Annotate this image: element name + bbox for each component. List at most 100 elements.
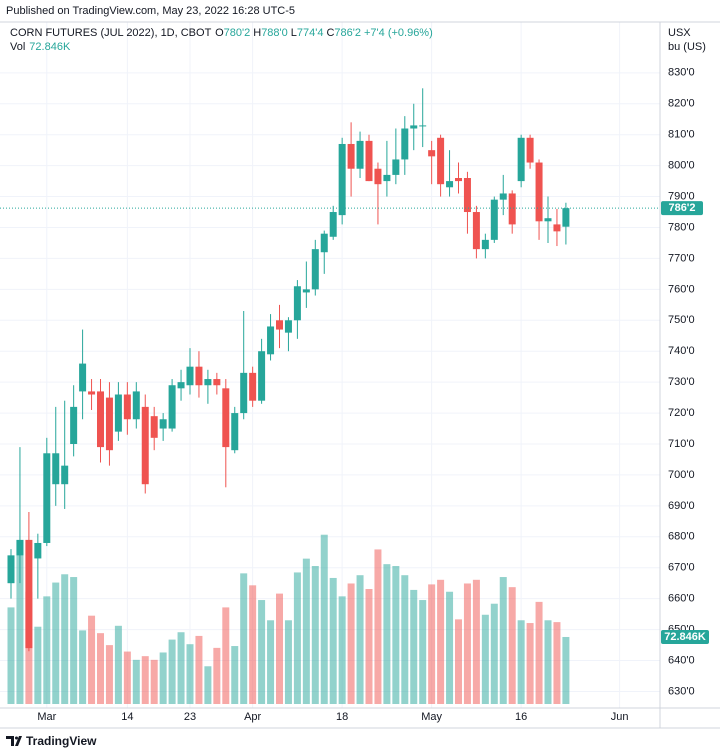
volume-bar: [267, 620, 275, 704]
logo-icon: [6, 736, 22, 746]
y-tick-label: 780'0: [668, 221, 695, 233]
candle-body: [383, 174, 391, 182]
volume-bar: [508, 587, 516, 704]
footer-brand: TradingView: [26, 734, 97, 748]
volume-bar: [231, 646, 239, 704]
last-volume-badge: [661, 629, 709, 644]
y-tick-label: 700'0: [668, 469, 695, 481]
volume-bar: [562, 636, 570, 704]
symbol-name: CORN FUTURES (JUL 2022), 1D, CBOT: [10, 27, 212, 39]
candle-body: [517, 137, 525, 182]
volume-bar: [123, 651, 131, 704]
volume-bar: [43, 596, 51, 704]
volume-bar: [499, 577, 507, 704]
candle-body: [168, 385, 176, 429]
x-tick-label: 18: [336, 711, 348, 723]
volume-bar: [141, 656, 149, 704]
candle-body: [132, 391, 140, 420]
candle-body: [43, 453, 51, 543]
candle-body: [544, 218, 552, 222]
published-note: Published on TradingView.com, May 23, 20…: [6, 5, 295, 17]
legend-line: CORN FUTURES (JUL 2022), 1D, CBOT O780'2 H…: [10, 27, 433, 39]
candle-body: [365, 140, 373, 182]
y-unit-label: USX: [668, 27, 691, 39]
volume-bar: [61, 574, 69, 704]
overlay: 630'0640'0650'0660'0670'0680'0690'0700'0…: [0, 27, 709, 723]
y-tick-label: 800'0: [668, 160, 695, 172]
quote-prefix: O: [215, 27, 224, 39]
volume-bar: [311, 566, 319, 704]
last-price-label: 786'2: [668, 202, 695, 214]
candle-body: [392, 159, 400, 175]
volume-bar: [535, 601, 543, 704]
candle-body: [481, 239, 489, 250]
candle-body: [141, 406, 149, 485]
volume-bar: [293, 572, 301, 704]
volume-bar: [150, 659, 158, 704]
volume-pane: [7, 534, 570, 704]
candle-body: [7, 555, 15, 584]
volume-bar: [34, 626, 42, 704]
candle-body: [123, 394, 131, 420]
quote-prefix: C: [326, 27, 334, 39]
volume-bar: [195, 635, 203, 704]
candle-body: [186, 366, 194, 386]
volume-bar: [114, 625, 122, 704]
candle-body: [88, 391, 96, 395]
volume-bar: [79, 630, 87, 704]
y-tick-label: 820'0: [668, 98, 695, 110]
volume-bar: [97, 633, 104, 704]
candle-body: [347, 143, 355, 169]
candle-body: [455, 178, 462, 182]
candle-body: [231, 413, 239, 451]
y-tick-label: 760'0: [668, 283, 695, 295]
candle-body: [302, 289, 310, 293]
y-tick-label: 770'0: [668, 252, 695, 264]
candle-body: [16, 539, 24, 556]
volume-bar: [517, 620, 525, 704]
x-tick-label: Apr: [244, 711, 261, 723]
volume-bar: [168, 639, 176, 704]
candle-body: [490, 199, 498, 240]
candle-body: [463, 178, 471, 213]
candle-body: [338, 143, 346, 216]
candle-body: [70, 406, 78, 444]
candle-body: [526, 137, 534, 163]
y-tick-label: 640'0: [668, 654, 695, 666]
volume-bar: [338, 596, 346, 704]
y-tick-label: 750'0: [668, 314, 695, 326]
y-tick-label: 690'0: [668, 500, 695, 512]
volume-bar: [490, 603, 498, 704]
volume-bar: [481, 614, 489, 704]
y-tick-label: 810'0: [668, 129, 695, 141]
y-tick-label: 740'0: [668, 345, 695, 357]
candle-body: [535, 162, 543, 222]
volume-bar: [455, 619, 462, 704]
candle-body: [356, 140, 364, 169]
candle-body: [446, 181, 454, 188]
x-tick-label: Mar: [37, 711, 56, 723]
volume-bar: [356, 575, 364, 704]
candle-body: [437, 137, 445, 185]
candle-body: [374, 168, 382, 185]
y-tick-label: 630'0: [668, 685, 695, 697]
candle-body: [114, 394, 122, 432]
volume-bar: [276, 593, 283, 704]
volume-bar: [419, 600, 427, 704]
x-tick-label: 23: [184, 711, 196, 723]
candle-body: [276, 320, 283, 330]
y-tick-label: 660'0: [668, 593, 695, 605]
volume-bar: [213, 647, 221, 704]
volume-bar: [105, 645, 113, 704]
volume-bar: [186, 644, 194, 704]
candle-body: [329, 212, 337, 237]
x-tick-label: 16: [515, 711, 527, 723]
candle-body: [150, 416, 158, 438]
volume-bar: [159, 652, 167, 704]
volume-bar: [347, 583, 355, 704]
candle-body: [401, 128, 409, 160]
volume-bar: [7, 607, 15, 704]
candle-body: [293, 286, 301, 321]
y-tick-label: 720'0: [668, 407, 695, 419]
logo: [6, 736, 22, 746]
